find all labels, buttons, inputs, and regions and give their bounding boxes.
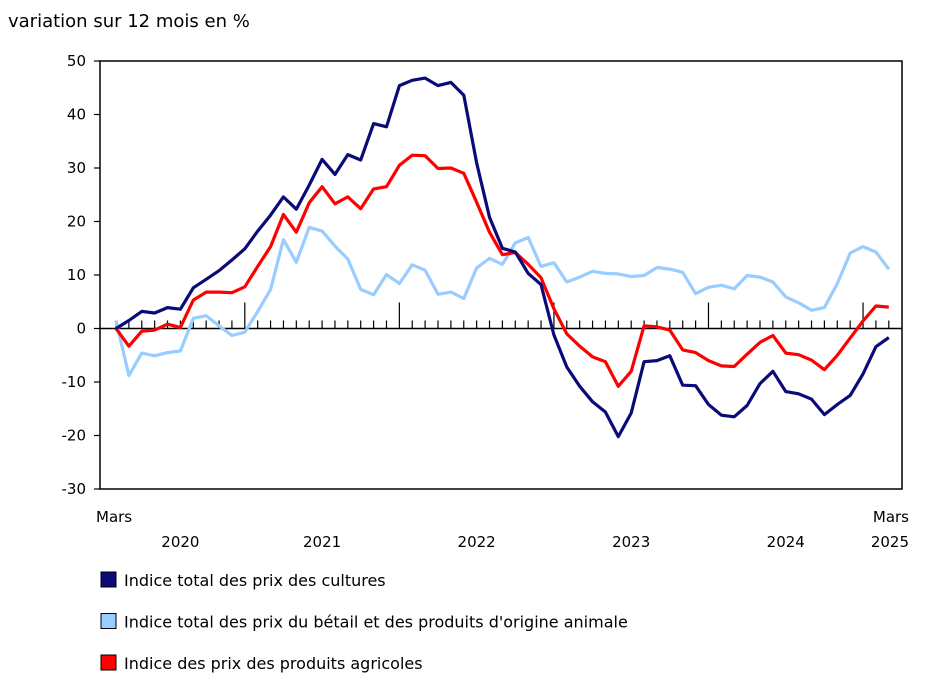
series-line	[114, 225, 891, 378]
y-tick-label: 10	[67, 266, 86, 284]
legend-item: Indice total des prix des cultures	[100, 571, 386, 590]
x-start-month-label: Mars	[96, 508, 132, 526]
y-tick-label: 20	[67, 213, 86, 231]
x-year-label: 2023	[612, 533, 650, 551]
series-line	[114, 153, 889, 388]
x-end-month-label: Mars	[873, 508, 909, 526]
legend-swatch	[100, 654, 117, 671]
y-tick-label: -10	[62, 373, 87, 391]
x-year-label: 2025	[871, 533, 909, 551]
legend-label: Indice total des prix du bétail et des p…	[124, 613, 628, 632]
y-tick-label: 0	[76, 320, 86, 338]
y-tick-label: -30	[62, 480, 87, 498]
series-line	[115, 76, 890, 439]
legend-swatch	[100, 571, 117, 588]
legend-item: Indice total des prix du bétail et des p…	[100, 613, 628, 632]
y-tick-label: 50	[67, 52, 86, 70]
x-year-label: 2024	[767, 533, 805, 551]
legend-item: Indice des prix des produits agricoles	[100, 654, 423, 673]
legend-label: Indice des prix des produits agricoles	[124, 654, 423, 673]
x-year-label: 2020	[161, 533, 199, 551]
y-tick-label: -20	[62, 427, 87, 445]
y-tick-label: 30	[67, 159, 86, 177]
x-year-label: 2021	[303, 533, 341, 551]
plot-frame	[99, 60, 903, 490]
y-tick-label: 40	[67, 106, 86, 124]
legend-swatch	[100, 613, 117, 629]
chart-title: variation sur 12 mois en %	[8, 11, 250, 32]
x-year-label: 2022	[458, 533, 496, 551]
legend-label: Indice total des prix des cultures	[124, 571, 386, 590]
